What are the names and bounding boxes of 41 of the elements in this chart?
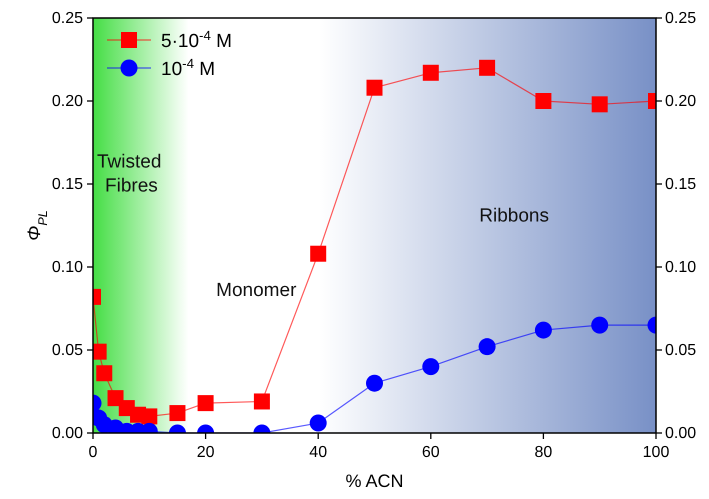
point — [169, 405, 186, 422]
point — [534, 322, 552, 339]
x-tick-label: 20 — [196, 444, 215, 461]
y2-tick-label: 0.10 — [665, 259, 696, 276]
band-label: Twisted Fibres — [97, 151, 162, 196]
point — [310, 414, 327, 432]
point — [310, 246, 326, 262]
point — [141, 408, 158, 424]
point — [366, 80, 382, 96]
point — [422, 358, 440, 376]
y-tick-label: 0.20 — [52, 93, 84, 110]
point — [96, 365, 112, 382]
band-label: Ribbons — [479, 205, 549, 226]
x-tick-label: 0 — [88, 444, 98, 461]
x-tick-label: 40 — [309, 444, 328, 461]
x-tick-label: 100 — [642, 444, 670, 461]
y-tick-label: 0.10 — [52, 259, 84, 276]
point — [591, 316, 608, 334]
legend-label: 5·10$^{-4}$ M — [161, 28, 232, 52]
point — [198, 395, 214, 412]
y-tick-label: 0.15 — [52, 176, 84, 193]
x-tick-label: 80 — [534, 444, 552, 461]
y2-tick-label: 0.00 — [665, 425, 696, 442]
y-tick-label: 0.05 — [52, 342, 84, 359]
y2-tick-label: 0.20 — [665, 93, 696, 110]
y2-tick-label: 0.15 — [665, 176, 696, 193]
y-tick-label: 0.00 — [52, 425, 84, 442]
point — [535, 93, 552, 109]
y2-tick-label: 0.25 — [665, 10, 696, 27]
legend-label: 10$^{-4}$ M — [161, 56, 216, 80]
y2-tick-label: 0.05 — [665, 342, 696, 359]
annotation: Monomer — [216, 280, 298, 302]
y-tick-label: 0.25 — [52, 10, 84, 27]
point — [254, 393, 270, 410]
point — [592, 96, 608, 112]
point — [478, 338, 496, 356]
point — [366, 374, 383, 392]
point — [422, 64, 439, 81]
x-axis-title: % ACN — [345, 471, 404, 491]
x-tick-label: 60 — [422, 444, 440, 461]
point — [479, 60, 496, 76]
